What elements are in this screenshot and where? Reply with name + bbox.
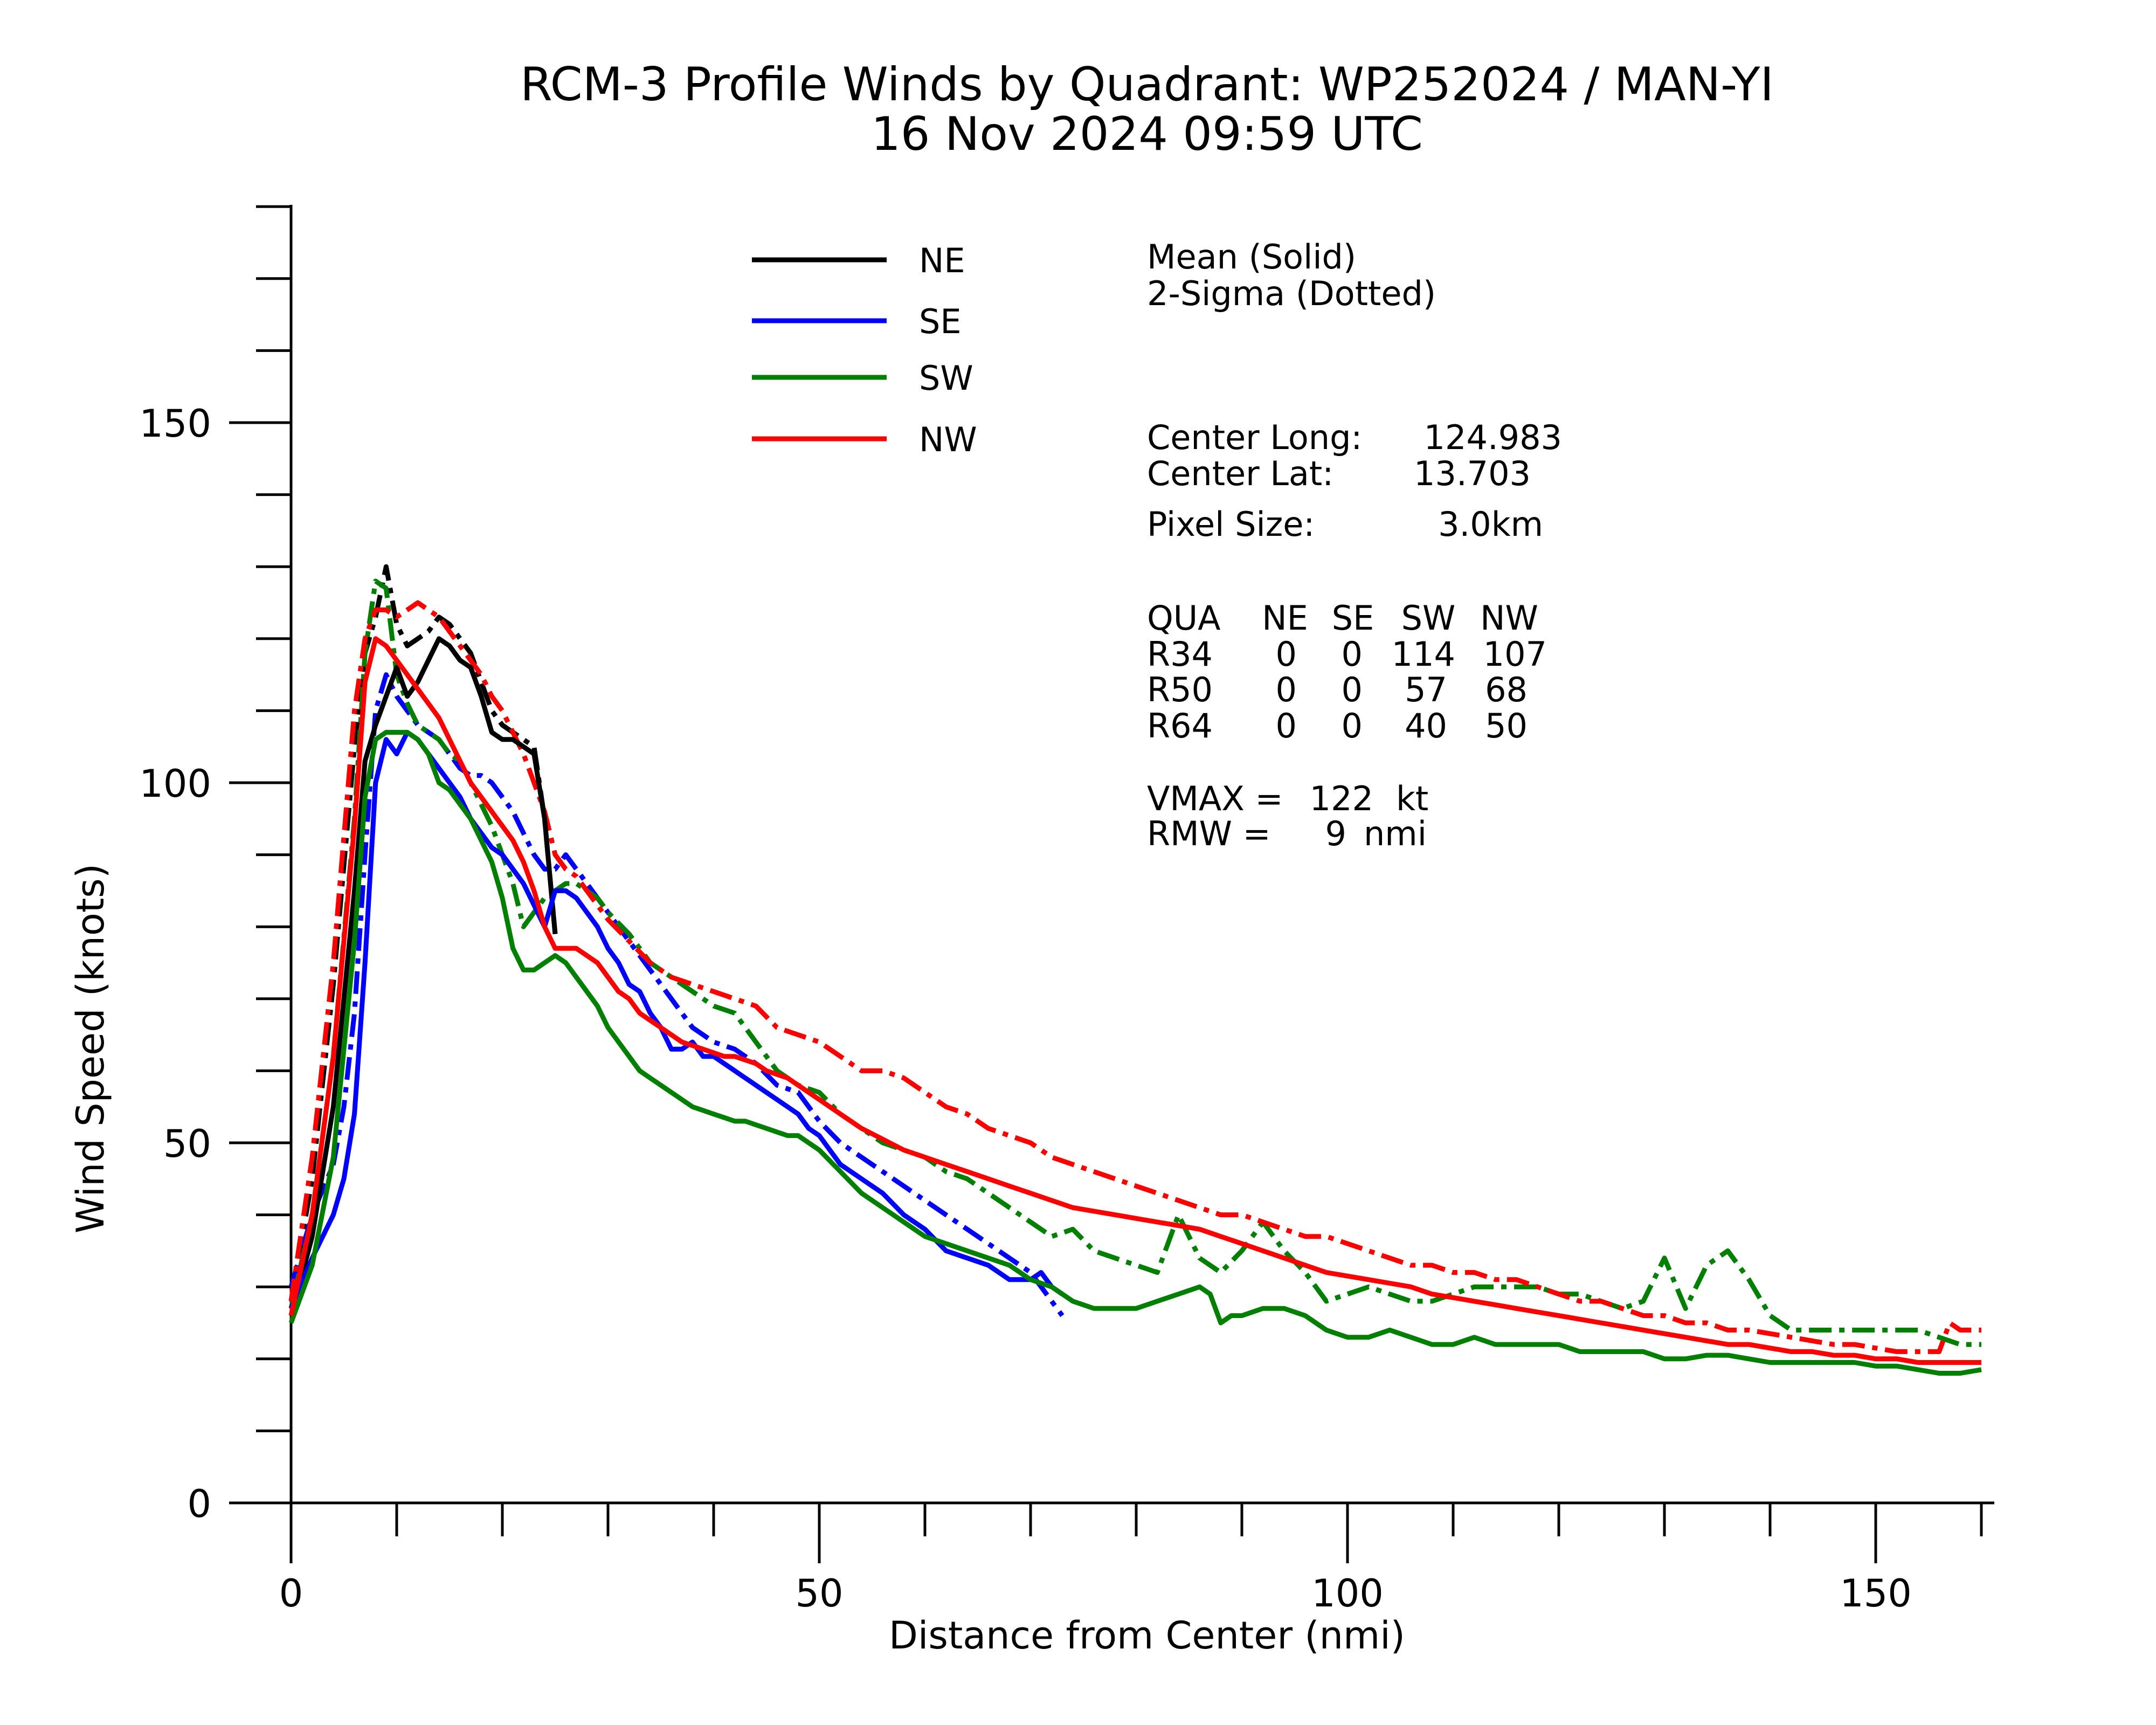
x-tick-label: 0 — [279, 1571, 303, 1616]
center-lat-value: 13.703 — [1414, 454, 1531, 493]
chart-title: RCM-3 Profile Winds by Quadrant: WP25202… — [520, 58, 1774, 112]
vmax-label: VMAX = — [1147, 779, 1283, 818]
x-tick-label: 50 — [795, 1571, 843, 1616]
legend-label-nw: NW — [919, 420, 977, 459]
legend-label-sw: SW — [919, 358, 973, 398]
radii-table: QUA NE SE SW NW R34 0 0 114 107 R50 0 0 … — [1147, 598, 1547, 746]
info-sigma-note: 2-Sigma (Dotted) — [1147, 274, 1436, 313]
rmw-unit: nmi — [1364, 814, 1427, 853]
series-line-sw-mean — [288, 730, 1982, 1376]
info-panel: Mean (Solid) 2-Sigma (Dotted) Center Lon… — [1147, 237, 1562, 853]
radii-cell: 0 — [1276, 634, 1297, 674]
center-long-label: Center Long: — [1147, 418, 1362, 457]
radii-cell: 114 — [1392, 634, 1455, 674]
radii-cell: 0 — [1276, 706, 1297, 746]
radii-cell: 40 — [1405, 706, 1447, 746]
rmw-value: 9 — [1325, 814, 1346, 853]
y-tick-label: 150 — [139, 402, 211, 446]
series-line-ne-mean — [288, 636, 558, 1316]
x-tick-label: 100 — [1311, 1571, 1384, 1616]
center-lat-label: Center Lat: — [1147, 454, 1333, 493]
rmw-label: RMW = — [1147, 814, 1271, 853]
y-tick-label: 100 — [139, 762, 211, 806]
radii-header-se: SE — [1332, 598, 1374, 638]
series-line-nw-sigma — [288, 600, 1981, 1354]
vmax-unit: kt — [1396, 779, 1428, 818]
radii-header-nw: NW — [1480, 598, 1538, 638]
series-line-nw-mean — [288, 636, 1981, 1365]
series-line-sw-sigma — [288, 578, 1981, 1347]
x-axis-label: Distance from Center (nmi) — [889, 1613, 1405, 1658]
pixel-size-label: Pixel Size: — [1147, 505, 1315, 544]
radii-cell: 57 — [1405, 670, 1447, 709]
radii-cell: 68 — [1485, 670, 1528, 709]
x-tick-label: 150 — [1840, 1571, 1912, 1616]
pixel-size-value: 3.0km — [1438, 505, 1543, 544]
radii-cell: 0 — [1342, 634, 1363, 674]
legend-label-se: SE — [919, 302, 962, 341]
series-line-ne-sigma — [288, 564, 558, 1302]
y-axis-label: Wind Speed (knots) — [68, 864, 113, 1233]
radii-cell: 50 — [1485, 706, 1528, 746]
y-tick-label: 0 — [187, 1482, 211, 1526]
radii-row-label: R34 — [1147, 634, 1213, 674]
center-long-value: 124.983 — [1424, 418, 1562, 457]
legend: NE SE SW NW — [752, 241, 977, 459]
chart-subtitle: 16 Nov 2024 09:59 UTC — [871, 107, 1423, 161]
radii-row-label: R64 — [1147, 706, 1213, 746]
radii-cell: 0 — [1276, 670, 1297, 709]
series-line-se-mean — [288, 730, 1064, 1310]
radii-row-label: R50 — [1147, 670, 1213, 709]
series-line-se-sigma — [288, 672, 1065, 1317]
radii-header-ne: NE — [1262, 598, 1308, 638]
radii-header-qua: QUA — [1147, 598, 1221, 638]
radii-cell: 0 — [1342, 706, 1363, 746]
info-mean-note: Mean (Solid) — [1147, 237, 1356, 277]
series-layer — [288, 564, 1982, 1376]
radii-cell: 0 — [1342, 670, 1363, 709]
legend-label-ne: NE — [919, 241, 965, 280]
y-tick-label: 50 — [163, 1122, 211, 1166]
radii-cell: 107 — [1483, 634, 1547, 674]
vmax-value: 122 — [1310, 779, 1373, 818]
radii-header-sw: SW — [1401, 598, 1456, 638]
axes: 0 50 100 150 0 50 100 150 — [139, 205, 1994, 1616]
